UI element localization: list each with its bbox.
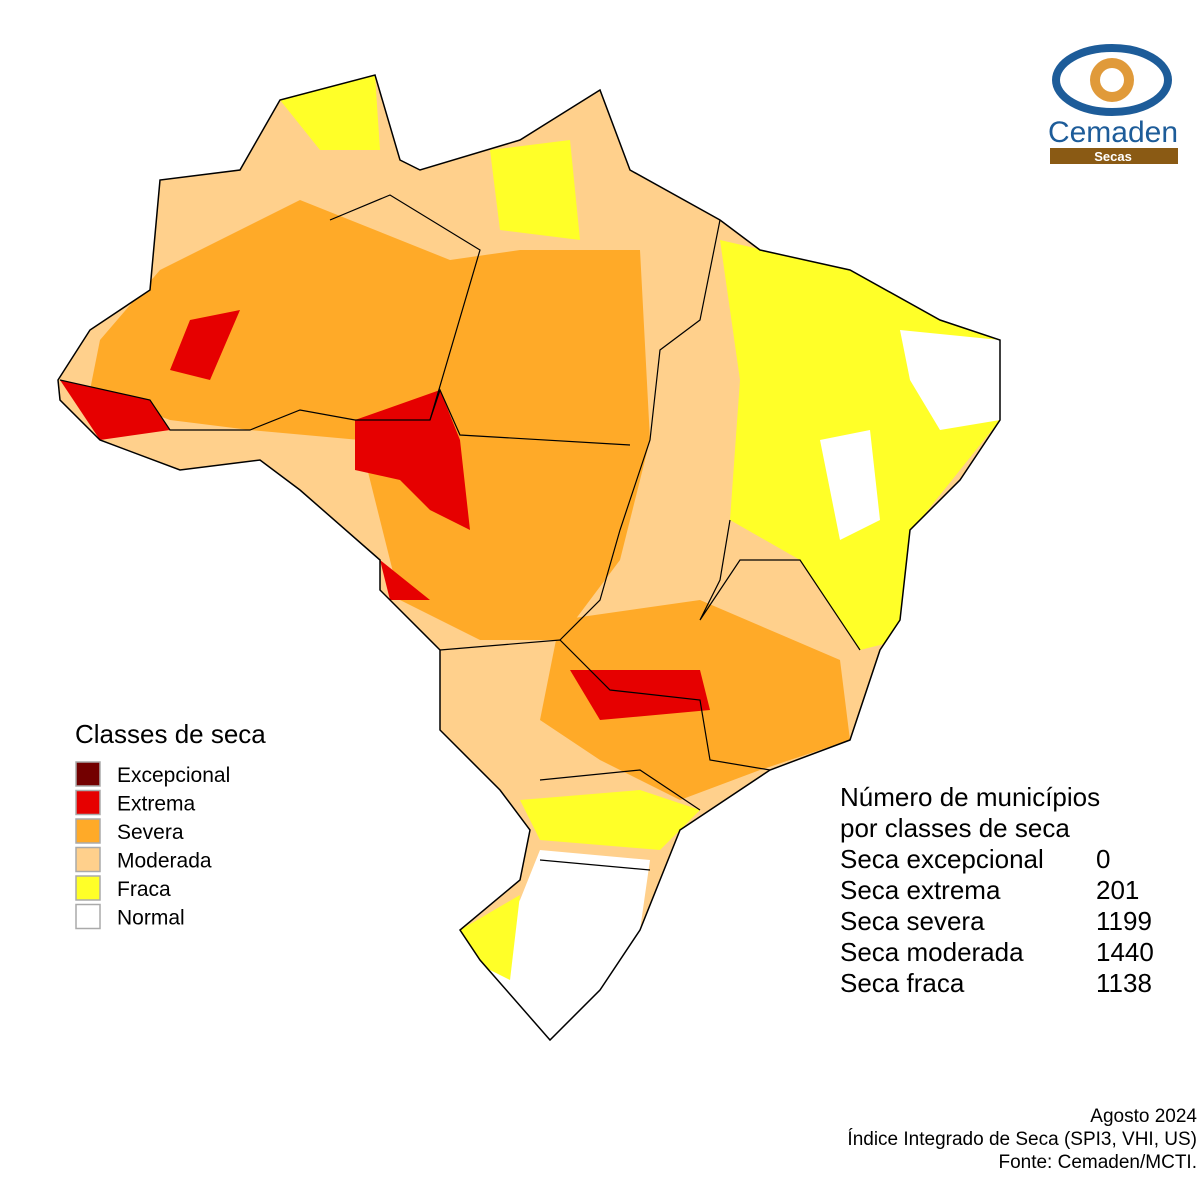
legend: Excepcional Extrema Severa Moderada Fraca Nor… bbox=[75, 761, 230, 930]
region bbox=[900, 330, 1000, 430]
logo-name: Cemaden bbox=[1048, 116, 1178, 149]
stats-title: Número de municípios bbox=[840, 782, 1100, 812]
stats-count: 201 bbox=[1096, 875, 1139, 905]
state-borders bbox=[59, 194, 861, 871]
legend-swatch bbox=[75, 903, 101, 930]
stats-label: Seca excepcional bbox=[840, 844, 1044, 874]
legend-swatch bbox=[75, 761, 101, 787]
stats-title: por classes de seca bbox=[840, 813, 1070, 843]
legend-swatch bbox=[75, 818, 101, 844]
stats-label: Seca fraca bbox=[840, 968, 965, 998]
legend-label: Fraca bbox=[117, 878, 171, 901]
legend-swatch bbox=[75, 789, 101, 816]
stats-count: 1199 bbox=[1096, 906, 1152, 936]
region bbox=[820, 430, 880, 540]
region bbox=[380, 560, 430, 600]
legend-label: Normal bbox=[117, 907, 185, 930]
region bbox=[170, 310, 240, 380]
stats-label: Seca moderada bbox=[840, 937, 1024, 967]
legend-swatch bbox=[75, 846, 101, 873]
region bbox=[60, 380, 170, 440]
stats-label: Seca severa bbox=[840, 906, 985, 936]
stats-count: 1440 bbox=[1096, 937, 1154, 967]
stats-label: Seca extrema bbox=[840, 875, 1001, 905]
region bbox=[490, 140, 580, 240]
country-border bbox=[57, 74, 1001, 1042]
logo-tag: Secas bbox=[1094, 149, 1132, 164]
footer-line: Fonte: Cemaden/MCTI. bbox=[998, 1152, 1197, 1173]
region bbox=[520, 790, 700, 850]
legend-title: Classes de seca bbox=[75, 719, 266, 749]
stats-count: 1138 bbox=[1096, 968, 1152, 998]
legend-label: Moderada bbox=[117, 850, 212, 873]
legend-label: Excepcional bbox=[117, 764, 230, 787]
legend-label: Severa bbox=[117, 821, 184, 844]
stats-count: 0 bbox=[1096, 844, 1110, 874]
legend-label: Extrema bbox=[117, 793, 196, 816]
region bbox=[355, 390, 470, 530]
region bbox=[480, 850, 650, 1040]
logo bbox=[1050, 44, 1178, 164]
legend-swatch bbox=[75, 875, 101, 901]
region bbox=[570, 670, 710, 720]
footer-line: Agosto 2024 bbox=[1090, 1106, 1197, 1127]
footer-line: Índice Integrado de Seca (SPI3, VHI, US) bbox=[847, 1129, 1197, 1150]
